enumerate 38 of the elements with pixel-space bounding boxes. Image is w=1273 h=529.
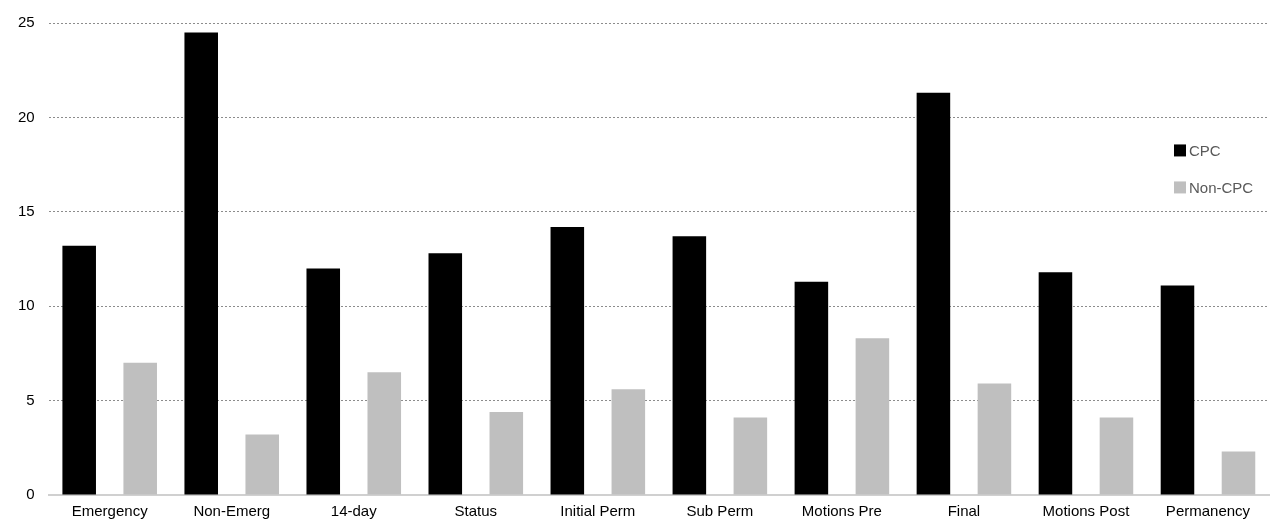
bar [1099,417,1134,495]
y-tick-label: 20 [18,107,35,125]
x-tick-label: Final [947,502,981,520]
x-tick-label: Motions Post [1042,502,1131,520]
x-tick-label: Emergency [71,502,149,520]
bar [672,236,707,495]
bar [550,226,585,495]
x-tick-label: Permanency [1165,502,1251,520]
bar [977,383,1012,495]
bar [123,362,157,495]
bar [245,434,280,495]
bar [794,281,829,495]
bar [184,32,218,495]
legend-label: Non-CPC [1189,178,1254,196]
bar [489,411,524,495]
bar [1038,272,1073,495]
bar [855,338,890,495]
y-tick-label: 25 [18,13,35,31]
x-tick-label: Status [454,502,498,520]
legend-label: CPC [1189,141,1221,159]
y-tick-label: 15 [18,201,35,219]
x-tick-label: 14-day [330,502,378,520]
bar [611,389,646,495]
bar [1160,285,1195,495]
x-tick-label: Initial Perm [560,502,636,520]
x-tick-label: Motions Pre [801,502,882,520]
bar [733,417,768,495]
x-tick-label: Sub Perm [686,502,754,520]
bar [428,253,463,495]
bar [1221,451,1256,495]
bar [306,268,341,495]
bar [367,372,402,495]
y-tick-label: 0 [26,485,35,503]
x-tick-label: Non-Emerg [193,502,271,520]
y-tick-label: 10 [18,296,35,314]
bar [62,245,96,495]
bar [916,92,951,495]
y-tick-label: 5 [26,390,35,408]
